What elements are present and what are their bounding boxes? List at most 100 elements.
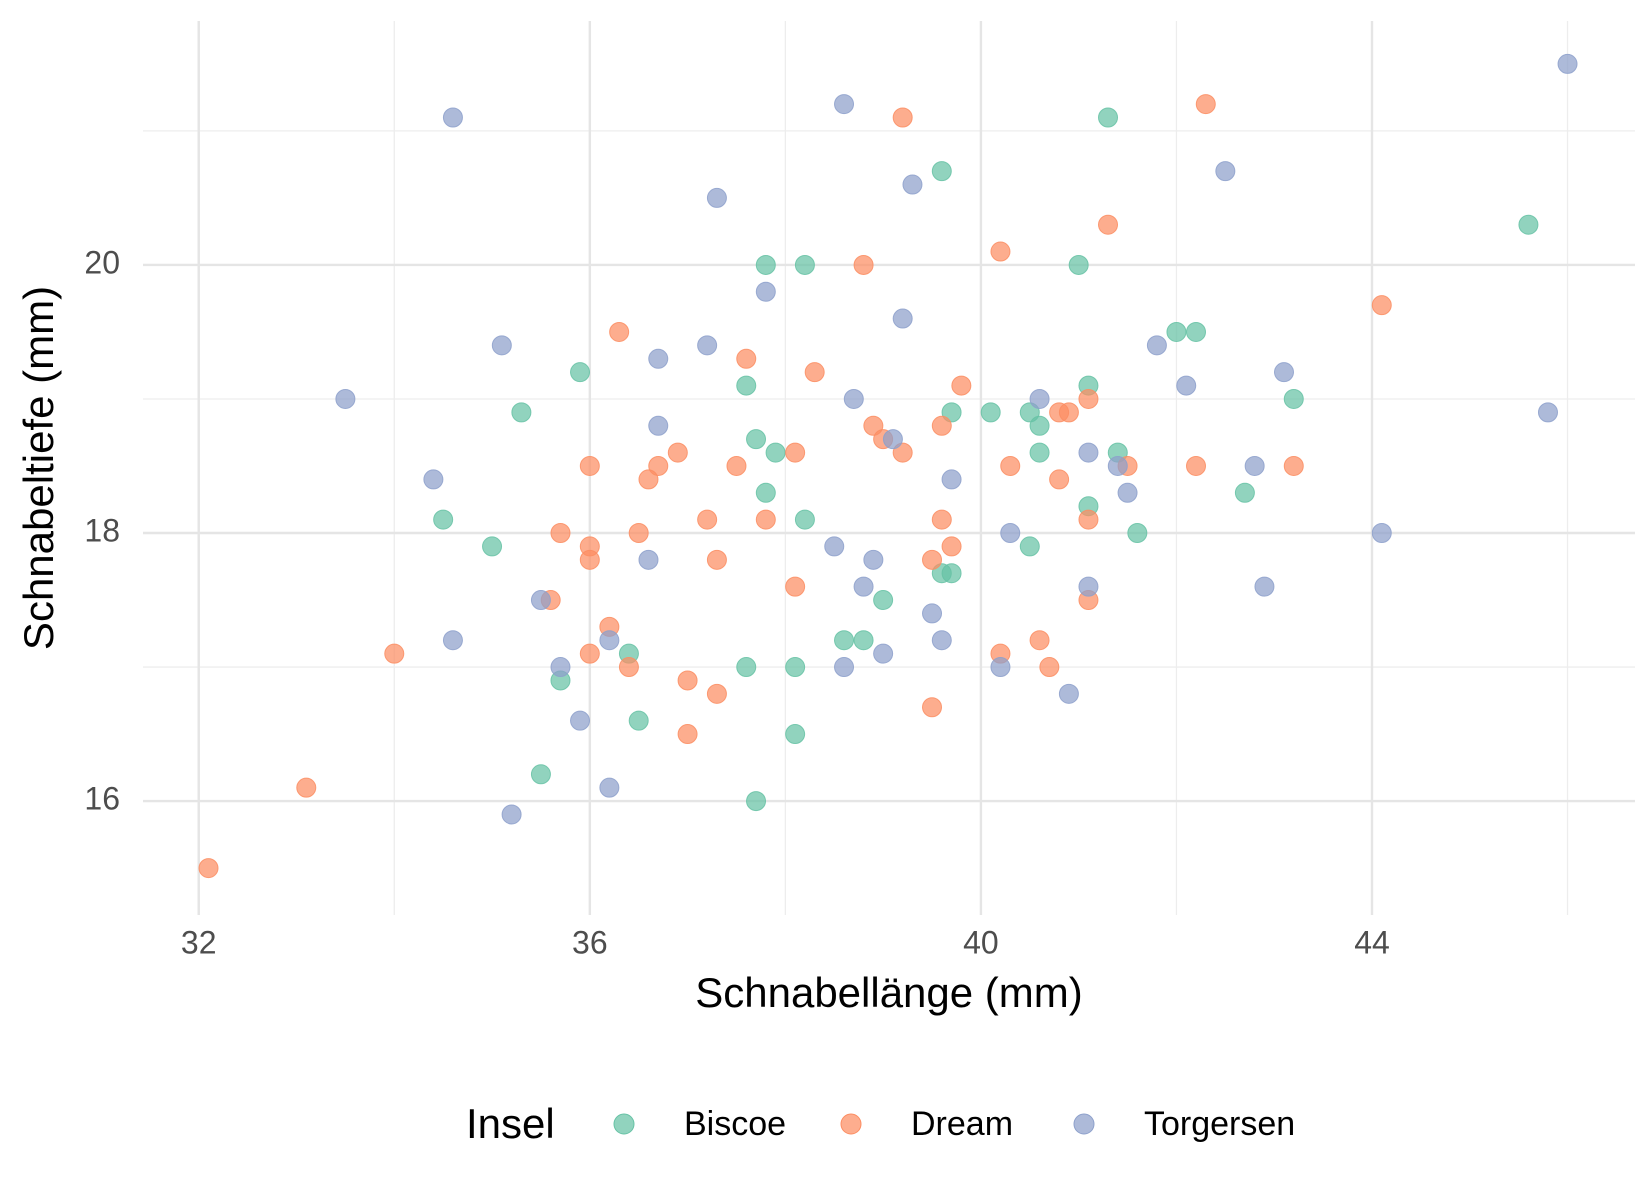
y-tick-label: 18 [84,512,120,548]
point [1371,295,1392,316]
point [765,442,786,463]
point [736,348,757,369]
point [1215,161,1236,182]
point [511,402,532,423]
x-tick-label: 40 [963,924,999,960]
point [941,563,962,584]
point [501,804,522,825]
point [1127,523,1148,544]
point [834,657,855,678]
point [902,174,923,195]
point [706,549,727,570]
x-axis-label: Schnabellänge (mm) [695,969,1083,1016]
point [1078,576,1099,597]
point [579,455,600,476]
point [785,576,806,597]
point [1049,469,1070,490]
point [1254,576,1275,597]
point [599,777,620,798]
x-tick-label: 44 [1354,924,1390,960]
point [843,388,864,409]
point [570,362,591,383]
point [599,630,620,651]
point [423,469,444,490]
point [1557,53,1578,74]
point [384,643,405,664]
point [922,697,943,718]
point [736,657,757,678]
point [1098,214,1119,235]
point [1068,254,1089,275]
point [794,509,815,530]
point [609,321,630,342]
point [746,791,767,812]
point [1029,388,1050,409]
point [931,415,952,436]
point [648,348,669,369]
point [1166,321,1187,342]
point [1078,509,1099,530]
legend: Insel Biscoe Dream Torgersen [466,1100,1295,1147]
point [1146,335,1167,356]
point [628,523,649,544]
point [892,308,913,329]
point [638,469,659,490]
point [1029,442,1050,463]
point [755,281,776,302]
point [1186,321,1207,342]
point [990,657,1011,678]
point [296,777,317,798]
point [1000,455,1021,476]
point [726,455,747,476]
point [873,643,894,664]
point [1058,402,1079,423]
y-tick-label: 20 [84,244,120,280]
y-axis-label: Schnabeltiefe (mm) [15,286,62,650]
point [785,657,806,678]
point [892,442,913,463]
point [834,630,855,651]
point [530,590,551,611]
point [863,415,884,436]
point [853,254,874,275]
point [706,187,727,208]
point [1019,536,1040,557]
point [951,375,972,396]
points [198,53,1578,879]
point [755,509,776,530]
point [941,469,962,490]
point [677,724,698,745]
point [1186,455,1207,476]
point [990,241,1011,262]
point [1107,455,1128,476]
point [1176,375,1197,396]
point [931,630,952,651]
point [922,603,943,624]
legend-marker [1073,1113,1095,1135]
point [697,335,718,356]
grid [143,21,1635,915]
point [618,657,639,678]
point [442,630,463,651]
point [335,388,356,409]
point [941,536,962,557]
point [1029,415,1050,436]
point [736,375,757,396]
point [1078,442,1099,463]
point [941,402,962,423]
point [785,442,806,463]
point [882,429,903,450]
legend-title: Insel [466,1100,555,1147]
point [863,549,884,570]
x-tick-label: 36 [572,924,608,960]
point [1098,107,1119,128]
point [1234,482,1255,503]
point [794,254,815,275]
point [433,509,454,530]
point [677,670,698,691]
point [853,630,874,651]
legend-label: Dream [911,1105,1013,1143]
legend-marker [613,1113,635,1135]
point [482,536,503,557]
